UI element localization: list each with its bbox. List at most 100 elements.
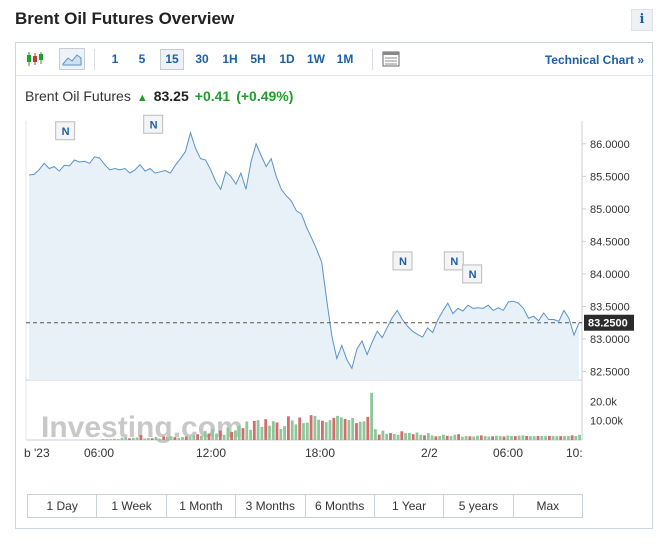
volume-bar [332, 417, 336, 440]
volume-bar [578, 434, 581, 440]
volume-bar [196, 434, 199, 440]
volume-bar [271, 421, 275, 440]
volume-bar [120, 437, 124, 440]
volume-bar [305, 422, 309, 440]
period-1-month[interactable]: 1 Month [166, 495, 237, 517]
chart-toolbar: 1 5 15 30 1H 5H 1D 1W 1M Technical Chart » [16, 43, 652, 76]
time-tick-label: 2/2 [421, 446, 438, 460]
volume-bar [181, 437, 184, 440]
volume-bar [495, 435, 498, 440]
volume-bar [355, 423, 358, 440]
toolbar-divider [372, 49, 373, 70]
price-tick-label: 83.5000 [590, 301, 630, 313]
volume-bar [479, 435, 483, 440]
timeframe-1d[interactable]: 1D [279, 52, 295, 66]
volume-bar [366, 416, 370, 440]
volume-bar [423, 435, 426, 440]
period-1-year[interactable]: 1 Year [374, 495, 445, 517]
volume-bar [313, 415, 317, 440]
volume-bar [506, 435, 510, 440]
news-marker [392, 251, 413, 271]
volume-tick-label: 10.00k [590, 416, 624, 428]
page-title: Brent Oil Futures Overview [15, 9, 235, 28]
volume-bar [574, 436, 578, 440]
volume-bar [502, 436, 506, 440]
period-1-week[interactable]: 1 Week [97, 495, 167, 517]
chart-widget: 1 5 15 30 1H 5H 1D 1W 1M Technical Chart » Brent… [15, 42, 653, 529]
timeframe-30[interactable]: 30 [195, 52, 209, 66]
volume-bar [268, 425, 271, 440]
price-tick-label: 85.5000 [590, 171, 630, 183]
volume-bar [302, 423, 305, 440]
volume-bar [256, 420, 260, 440]
news-marker [55, 121, 76, 141]
volume-bar [521, 435, 525, 440]
current-price-tag [584, 314, 634, 331]
news-marker-label: N [62, 126, 70, 138]
price-tick-label: 82.5000 [590, 367, 630, 379]
area-chart-icon[interactable] [59, 48, 85, 70]
price-chart[interactable]: 86.0000 85.5000 85.0000 84.5000 84.0000 83.50… [16, 43, 652, 488]
volume-bar [249, 429, 252, 440]
timeframe-1m[interactable]: 1M [336, 52, 354, 66]
instrument-name: Brent Oil Futures [25, 88, 131, 104]
news-marker-label: N [450, 256, 458, 268]
volume-bar [135, 437, 139, 440]
volume-bar [517, 435, 521, 440]
timeframe-5h[interactable]: 5H [250, 52, 266, 66]
volume-bar [548, 436, 551, 440]
volume-bar [207, 433, 211, 440]
volume-bar [143, 438, 147, 440]
volume-bar [200, 435, 203, 440]
volume-bar [116, 439, 120, 440]
price-change-percent: (+0.49%) [236, 88, 294, 104]
volume-bar [260, 426, 264, 440]
timeframe-1h[interactable]: 1H [222, 52, 238, 66]
volume-bar [358, 421, 362, 440]
price-tick-label: 84.5000 [590, 236, 630, 248]
volume-bar [525, 436, 529, 440]
volume-bar [529, 436, 532, 440]
period-max[interactable]: Max [513, 495, 582, 517]
price-line [28, 130, 580, 370]
timeframe-1[interactable]: 1 [111, 52, 119, 66]
time-tick-label: b '23 [24, 446, 50, 460]
volume-bar [566, 436, 570, 440]
period-1-day[interactable]: 1 Day [28, 495, 98, 517]
volume-bar [544, 436, 547, 440]
period-3-months[interactable]: 3 Months [236, 495, 306, 517]
volume-bar [498, 436, 502, 440]
period-5-years[interactable]: 5 years [444, 495, 514, 517]
volume-bar [419, 434, 423, 440]
price-tick-label: 83.0000 [590, 334, 630, 346]
news-marker [462, 264, 483, 284]
volume-bar [162, 436, 165, 440]
volume-bar [128, 438, 131, 440]
volume-bar [483, 436, 487, 440]
volume-bar [131, 437, 135, 440]
candlestick-icon[interactable] [22, 48, 48, 70]
volume-bar [173, 437, 177, 440]
info-button[interactable]: i [631, 9, 653, 31]
timeframe-5[interactable]: 5 [138, 52, 146, 66]
current-price-label: 83.2500 [588, 318, 628, 330]
volume-bar [404, 433, 407, 440]
time-tick-label: 06:00 [84, 446, 114, 460]
volume-bar [385, 433, 389, 440]
volume-bar [287, 416, 290, 440]
news-marker-label: N [150, 119, 158, 131]
technical-chart-link[interactable]: Technical Chart » [544, 53, 644, 67]
volume-bar [513, 436, 517, 440]
timeframe-1w[interactable]: 1W [307, 52, 325, 66]
volume-bar [377, 434, 381, 440]
period-6-months[interactable]: 6 Months [305, 495, 375, 517]
table-icon[interactable] [378, 48, 404, 70]
volume-bar [158, 438, 162, 440]
timeframe-15[interactable]: 15 [160, 49, 184, 70]
volume-bar [139, 435, 143, 440]
quote-header: Brent Oil Futures ▲ 83.25 +0.41 (+0.49%) [25, 88, 293, 104]
time-tick-label: 06:00 [493, 446, 523, 460]
volume-bar [400, 431, 404, 440]
volume-bar [555, 436, 559, 440]
price-tick-label: 84.0000 [590, 269, 630, 281]
